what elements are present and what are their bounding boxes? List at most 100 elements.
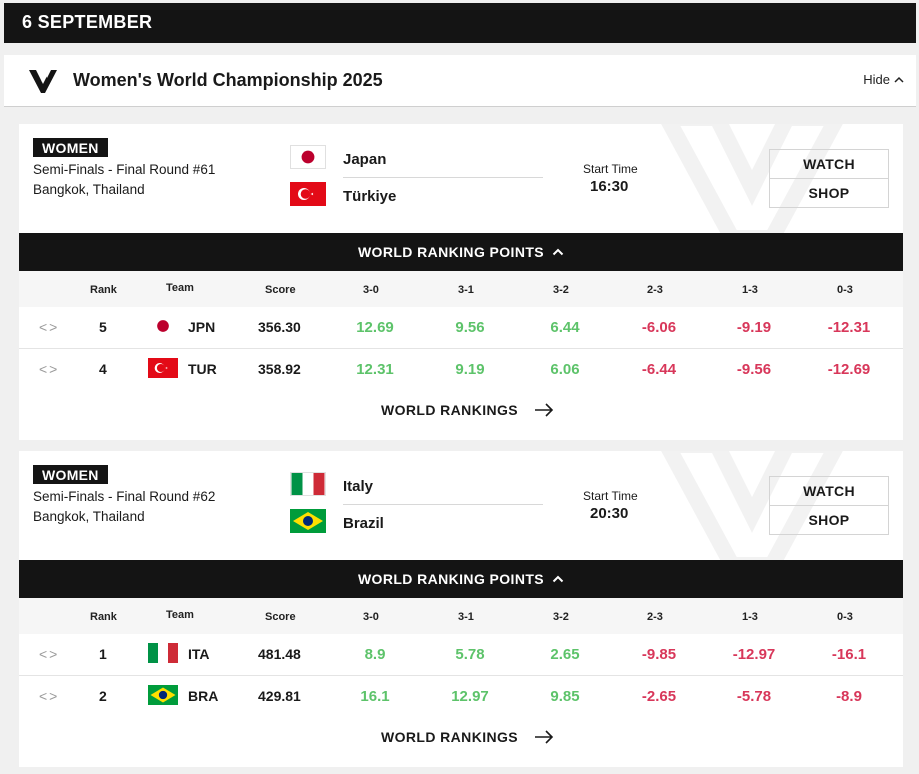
header-outcome: 3-0 [363,284,379,296]
header-outcome: 0-3 [837,611,853,623]
chevron-up-icon [552,575,564,583]
arrow-right-icon [535,730,554,744]
championship-header: Women's World Championship 2025 Hide [4,55,916,107]
world-rankings-label: WORLD RANKINGS [381,402,519,418]
points-value: 2.65 [550,646,580,663]
points-value: 6.06 [550,361,580,378]
date-header: 6 SEPTEMBER [4,3,916,43]
team-a-flag-icon [290,472,326,496]
points-value: -9.85 [641,646,677,663]
points-value: 6.44 [550,319,580,336]
header-outcome: 0-3 [837,284,853,296]
team-code[interactable]: ITA [188,646,210,662]
header-outcome: 2-3 [647,611,663,623]
match-round: Semi-Finals - Final Round #61 [33,162,216,177]
points-value: -12.97 [732,646,776,663]
watermark-logo-icon [661,124,843,238]
watch-button[interactable]: WATCH [770,150,888,179]
match-venue: Bangkok, Thailand [33,182,145,197]
header-outcome: 3-1 [458,611,474,623]
team-flag-icon [148,316,178,336]
score-value: 356.30 [258,319,301,335]
header-outcome: 3-2 [553,611,569,623]
header-team: Team [166,609,194,621]
hide-toggle[interactable]: Hide [863,72,904,87]
hide-label: Hide [863,72,890,87]
world-ranking-points-toggle[interactable]: WORLD RANKING POINTS [19,233,903,271]
score-value: 358.92 [258,361,301,377]
shop-button[interactable]: SHOP [808,512,850,528]
points-value: -16.1 [831,646,867,663]
match-card: WOMEN Semi-Finals - Final Round #61 Bangko… [19,124,903,440]
gender-badge: WOMEN [33,138,108,157]
team-a-flag-icon [290,145,326,169]
table-row: <> 4 TUR 358.92 12.31 9.19 6.06 -6.44 -9.56 -12.6… [19,349,903,391]
points-value: -8.9 [836,688,862,705]
points-value: 12.31 [356,361,394,378]
team-code[interactable]: JPN [188,319,216,335]
score-value: 481.48 [258,646,301,662]
chevron-up-icon [552,248,564,256]
team-b-flag-icon [290,182,326,206]
team-b-name[interactable]: Brazil [343,515,384,532]
team-divider [343,177,543,178]
team-flag-icon [148,643,178,663]
chevron-up-icon [894,76,904,83]
header-team: Team [166,282,194,294]
team-flag-icon [148,685,178,705]
header-outcome: 3-1 [458,284,474,296]
expand-arrows-icon[interactable]: <> [39,646,60,662]
points-value: -6.44 [641,361,677,378]
world-ranking-points-toggle[interactable]: WORLD RANKING POINTS [19,560,903,598]
watermark-logo-icon [661,451,843,565]
start-time-value: 16:30 [590,178,629,195]
wrp-label: WORLD RANKING POINTS [357,571,545,587]
points-value: -6.06 [641,319,677,336]
table-row: <> 1 ITA 481.48 8.9 5.78 2.65 -9.85 -12.97 -16.1 [19,634,903,676]
arrow-right-icon [535,403,554,417]
team-b-flag-icon [290,509,326,533]
points-value: 9.85 [550,688,580,705]
team-a-name[interactable]: Italy [343,478,374,495]
header-outcome: 1-3 [742,284,758,296]
points-value: 9.19 [455,361,485,378]
header-score: Score [265,284,296,296]
table-row: <> 2 BRA 429.81 16.1 12.97 9.85 -2.65 -5.78 -8.9 [19,676,903,718]
table-header: Rank Team Score 3-0 3-1 3-2 2-3 1-3 0-3 [19,271,903,307]
header-outcome: 3-2 [553,284,569,296]
expand-arrows-icon[interactable]: <> [39,688,60,704]
championship-title: Women's World Championship 2025 [73,70,383,90]
header-outcome: 3-0 [363,611,379,623]
table-row: <> 5 JPN 356.30 12.69 9.56 6.44 -6.06 -9.19 -12.3… [19,307,903,349]
points-value: 5.78 [455,646,485,663]
world-rankings-link[interactable]: WORLD RANKINGS [381,402,554,418]
watch-button[interactable]: WATCH [770,477,888,506]
table-header: Rank Team Score 3-0 3-1 3-2 2-3 1-3 0-3 [19,598,903,634]
header-rank: Rank [90,284,117,296]
points-value: -9.19 [736,319,772,336]
start-time-label: Start Time [583,489,638,503]
team-code[interactable]: TUR [188,361,217,377]
expand-arrows-icon[interactable]: <> [39,319,60,335]
shop-button[interactable]: SHOP [808,185,850,201]
team-a-name[interactable]: Japan [343,151,387,168]
match-card: WOMEN Semi-Finals - Final Round #62 Bangko… [19,451,903,767]
header-score: Score [265,611,296,623]
team-b-name[interactable]: Türkiye [343,188,397,205]
header-outcome: 1-3 [742,611,758,623]
team-code[interactable]: BRA [188,688,219,704]
expand-arrows-icon[interactable]: <> [39,361,60,377]
world-rankings-link[interactable]: WORLD RANKINGS [381,729,554,745]
points-value: 12.97 [451,688,489,705]
points-value: 12.69 [356,319,394,336]
action-buttons: WATCH SHOP [769,476,889,535]
points-value: 16.1 [360,688,390,705]
match-round: Semi-Finals - Final Round #62 [33,489,216,504]
rank-value: 1 [99,646,107,662]
world-rankings-label: WORLD RANKINGS [381,729,519,745]
start-time-value: 20:30 [590,505,629,522]
points-value: 8.9 [364,646,386,663]
header-outcome: 2-3 [647,284,663,296]
points-value: -5.78 [736,688,772,705]
wrp-label: WORLD RANKING POINTS [357,244,545,260]
